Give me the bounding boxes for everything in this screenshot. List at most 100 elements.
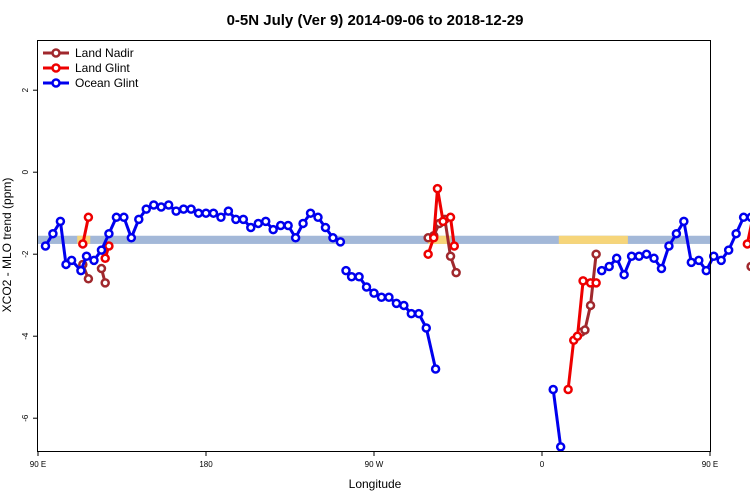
legend-item-land-nadir: Land Nadir: [43, 46, 134, 60]
ocean-glint-point: [238, 214, 249, 225]
ocean-glint-point: [686, 257, 697, 268]
y-axis: 2 0 -2 -4 -6: [21, 87, 38, 422]
legend-marker: [51, 63, 61, 73]
legend-label: Ocean Glint: [75, 76, 139, 90]
ocean-glint-point: [679, 216, 689, 227]
land-nadir-point: [96, 263, 107, 274]
ocean-glint-point: [555, 442, 566, 452]
ocean-glint-point: [111, 212, 122, 223]
ocean-glint-point: [126, 233, 137, 243]
ocean-glint-point: [260, 216, 271, 227]
ocean-glint-point: [208, 208, 219, 218]
ocean-glint-point: [596, 265, 607, 276]
ocean-glint-point: [384, 292, 394, 302]
series-layer: [40, 183, 750, 452]
ocean-glint-point: [391, 298, 402, 309]
land-band-segment: [428, 235, 451, 244]
ocean-glint-point: [298, 218, 308, 229]
ocean-glint-point: [141, 204, 152, 214]
ocean-glint-point: [76, 265, 86, 276]
y-tick-label: 2: [21, 87, 30, 92]
y-tick-label: 0: [21, 169, 30, 174]
ocean-glint-point: [246, 222, 256, 233]
land-glint-point: [578, 276, 588, 286]
ocean-glint-point: [649, 253, 659, 264]
ocean-glint-point: [119, 212, 129, 223]
ocean-glint-point: [548, 384, 558, 395]
ocean-glint-point: [346, 272, 357, 282]
ocean-glint-point: [619, 269, 629, 280]
land-nadir-point: [83, 274, 94, 284]
land-glint-point: [449, 241, 460, 251]
ocean-glint-point: [641, 249, 652, 259]
ocean-glint-point: [89, 255, 99, 266]
legend-item-land-glint: Land Glint: [43, 61, 130, 75]
ocean-glint-point: [283, 220, 293, 231]
y-axis-label: XCO2 - MLO trend (ppm): [0, 178, 14, 313]
ocean-glint-point: [634, 251, 644, 261]
x-tick-label: 90 E: [702, 460, 718, 469]
ocean-glint-point: [335, 237, 346, 247]
ocean-glint-point: [746, 212, 750, 222]
land-glint-point: [78, 239, 88, 249]
ocean-glint-point: [231, 214, 241, 225]
land-glint-point: [563, 384, 573, 395]
land-glint-point: [742, 239, 750, 249]
ocean-glint-point: [178, 204, 189, 214]
ocean-glint-point: [305, 208, 316, 218]
ocean-glint-point: [55, 216, 66, 227]
ocean-glint-point: [376, 292, 387, 302]
ocean-glint-point: [268, 224, 278, 235]
ocean-glint-point: [341, 265, 351, 276]
ocean-glint-point: [186, 204, 196, 214]
ocean-glint-point: [694, 255, 704, 266]
ocean-glint-point: [731, 228, 741, 239]
ocean-glint-point: [163, 200, 174, 210]
land-glint-point: [438, 216, 448, 227]
land-band-segment: [558, 235, 628, 244]
land-glint-point: [104, 241, 114, 251]
series-land-nadir: [78, 214, 750, 337]
ocean-glint-point: [328, 233, 338, 243]
y-tick-label: -6: [21, 414, 30, 422]
ocean-glint-point: [290, 233, 301, 243]
ocean-glint-point: [104, 228, 114, 239]
ocean-glint-point: [716, 255, 726, 266]
legend-item-ocean-glint: Ocean Glint: [43, 76, 139, 90]
land-nadir-point: [591, 249, 601, 259]
ocean-glint-point: [361, 282, 372, 292]
land-glint-point: [100, 253, 110, 264]
land-nadir-point: [451, 267, 461, 278]
ocean-glint-point: [216, 212, 226, 223]
ocean-glint-point: [81, 251, 92, 261]
ocean-glint-line: [551, 389, 563, 448]
x-axis-label: Longitude: [349, 477, 402, 491]
ocean-glint-point: [738, 212, 749, 223]
ocean-glint-point: [148, 200, 159, 210]
ocean-glint-point: [414, 308, 424, 319]
land-nadir-point: [585, 300, 596, 311]
x-tick-label: 180: [199, 460, 213, 469]
land-glint-point: [445, 212, 456, 223]
ocean-glint-point: [48, 228, 58, 239]
ocean-glint-point: [664, 241, 674, 251]
x-tick-label: 90 W: [365, 460, 384, 469]
legend-marker: [51, 78, 61, 88]
series-ocean-glint: [40, 200, 750, 452]
ocean-glint-point: [320, 222, 331, 233]
land-glint-point: [428, 233, 439, 243]
ocean-glint-point: [171, 206, 181, 216]
land-glint-point: [423, 249, 433, 259]
ocean-glint-point: [626, 251, 637, 261]
legend-label: Land Glint: [75, 61, 130, 75]
ocean-glint-point: [723, 245, 734, 255]
ocean-glint-point: [40, 241, 51, 251]
ocean-glint-line: [344, 269, 438, 370]
ocean-glint-point: [430, 364, 441, 374]
land-nadir-point: [100, 278, 110, 288]
plot-frame: [37, 40, 711, 452]
ocean-glint-point: [611, 253, 622, 264]
ocean-glint-point: [223, 206, 234, 216]
